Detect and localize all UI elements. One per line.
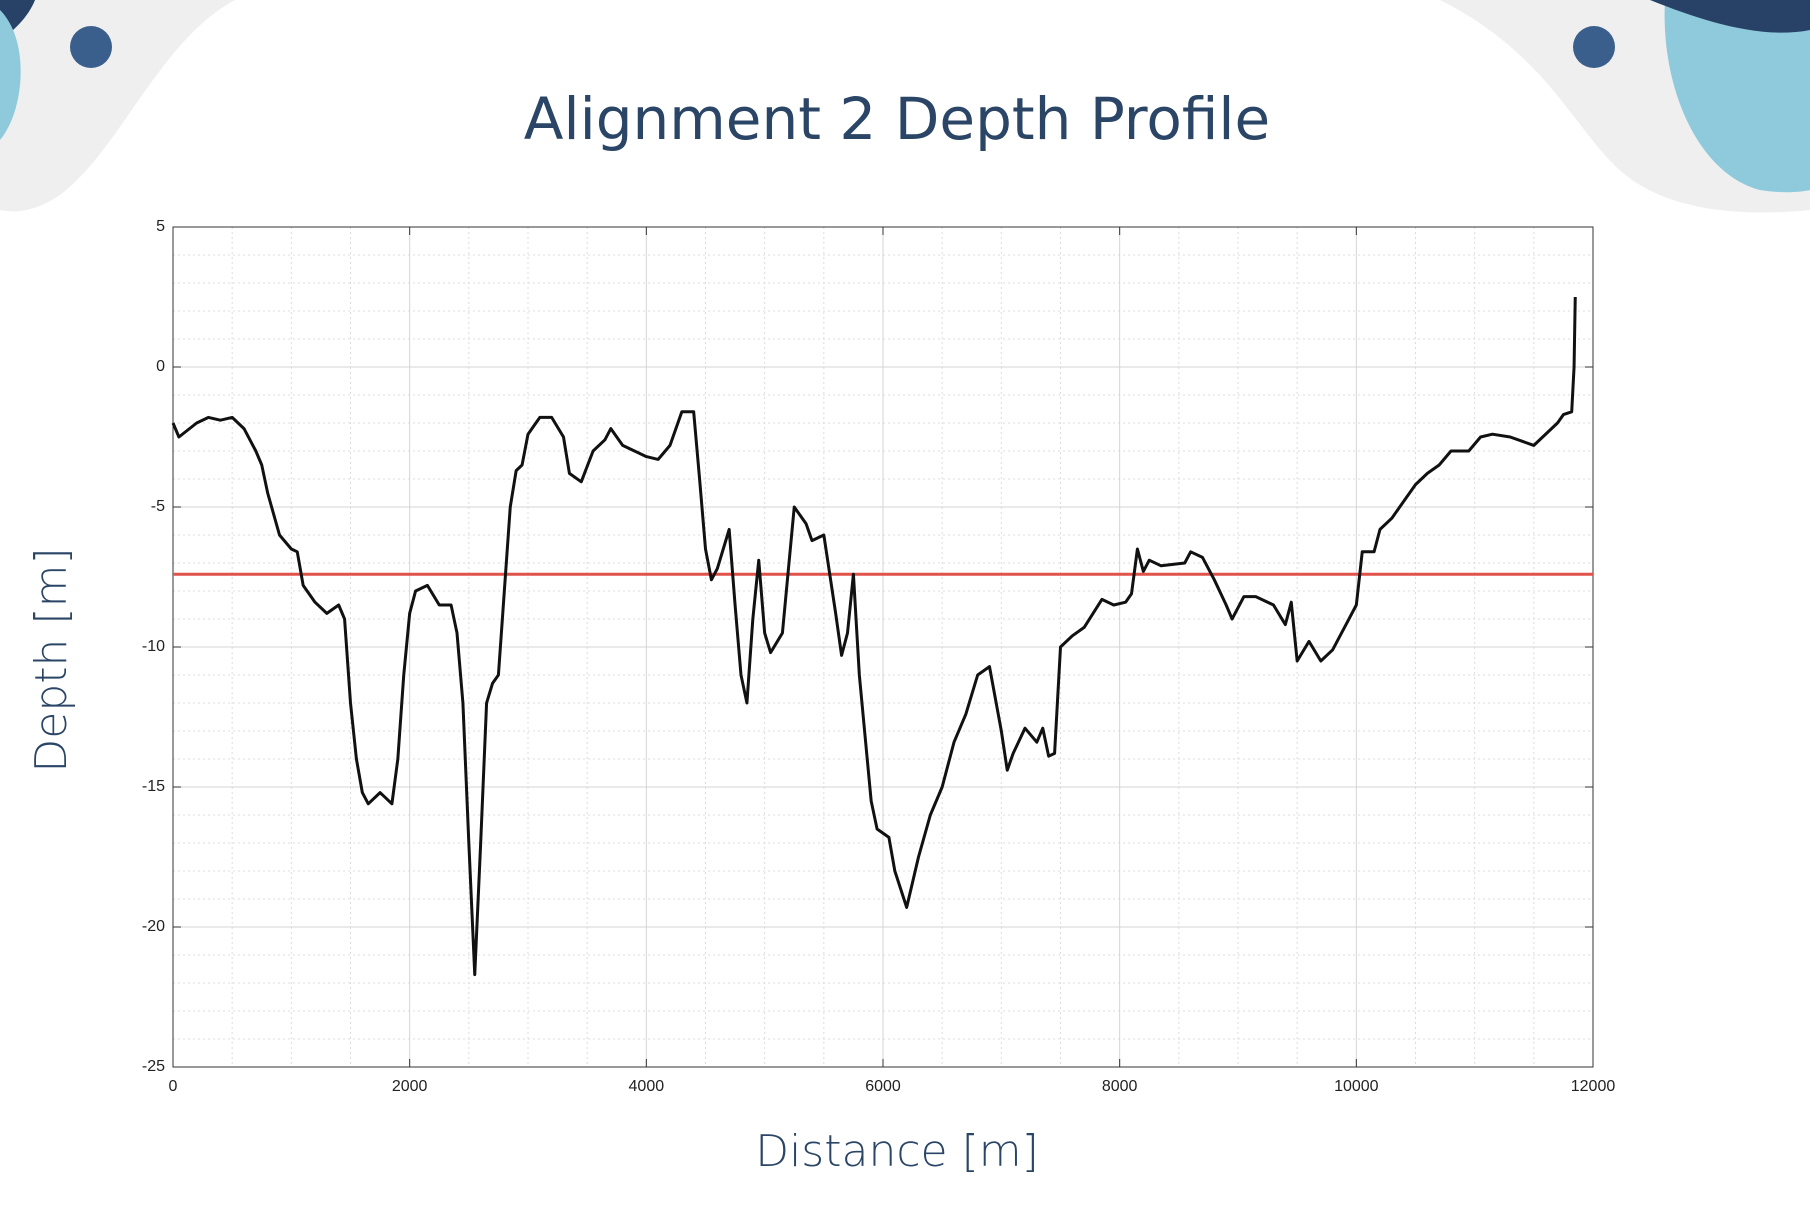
x-tick-label: 4000 [629, 1078, 665, 1095]
x-tick-label: 6000 [865, 1078, 901, 1095]
chart-title: Alignment 2 Depth Profile [524, 85, 1270, 153]
plot-frame [172, 226, 1594, 1068]
decoration [0, 0, 1810, 213]
y-tick-label: -25 [142, 1058, 165, 1075]
y-tick-label: 5 [156, 218, 165, 235]
x-axis-label: Distance [m] [755, 1126, 1039, 1177]
depth-line [171, 296, 1577, 977]
x-tick-label: 8000 [1102, 1078, 1138, 1095]
y-tick-label: 0 [156, 358, 165, 375]
y-tick-label: -20 [142, 918, 165, 935]
x-tick-label: 12000 [1571, 1078, 1616, 1095]
y-axis-label: Depth [m] [26, 547, 77, 772]
x-tick-label: 2000 [392, 1078, 428, 1095]
y-tick-label: -15 [142, 778, 165, 795]
y-tick-label: -10 [142, 638, 165, 655]
x-tick-label: 0 [169, 1078, 178, 1095]
y-tick-label: -5 [151, 498, 165, 515]
x-tick-label: 10000 [1334, 1078, 1379, 1095]
